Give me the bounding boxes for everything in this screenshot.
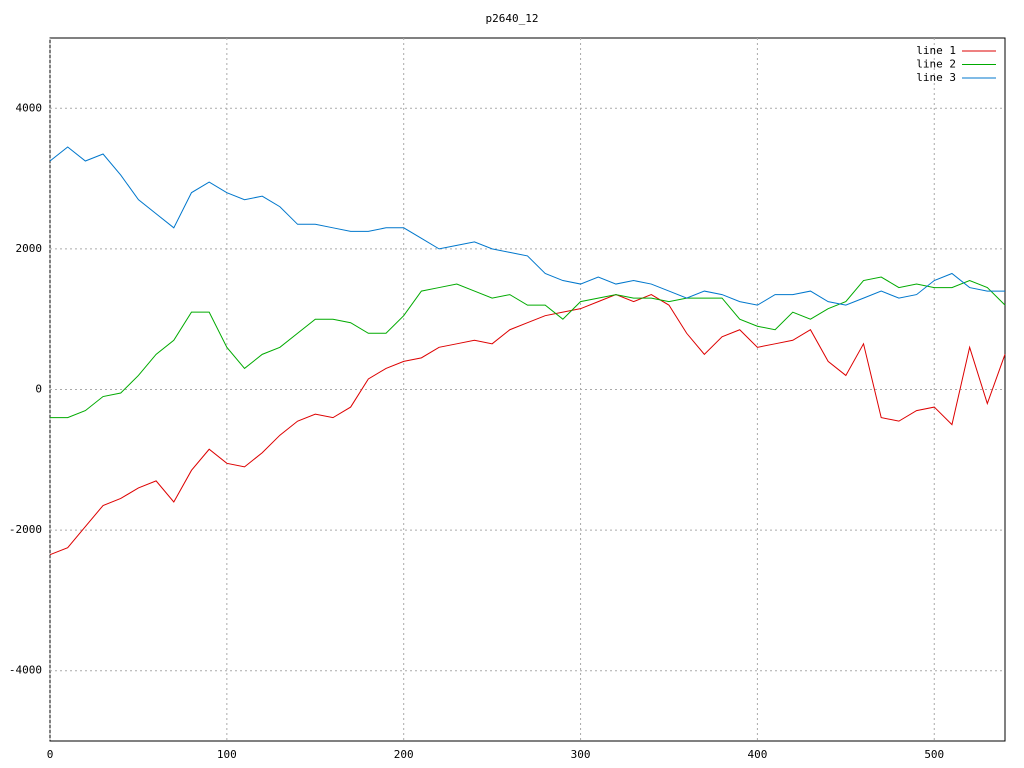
- x-tick-label: 400: [747, 748, 767, 761]
- data-line: [49, 146, 1005, 306]
- y-tick-label: 4000: [16, 101, 43, 114]
- data-line: [50, 276, 1006, 419]
- data-line: [49, 294, 1006, 556]
- x-tick-label: 500: [924, 748, 944, 761]
- x-tick-label: 300: [571, 748, 591, 761]
- x-tick-label: 100: [217, 748, 237, 761]
- y-tick-label: -4000: [9, 664, 42, 677]
- x-tick-label: 200: [394, 748, 414, 761]
- legend-label: line 2: [916, 58, 956, 71]
- y-tick-label: -2000: [9, 523, 42, 536]
- y-tick-label: 0: [35, 383, 42, 396]
- legend-label: line 1: [916, 44, 956, 57]
- x-tick-label: 0: [47, 748, 54, 761]
- y-tick-label: 2000: [16, 242, 43, 255]
- legend-label: line 3: [916, 71, 956, 84]
- chart-title: p2640_12: [486, 12, 539, 25]
